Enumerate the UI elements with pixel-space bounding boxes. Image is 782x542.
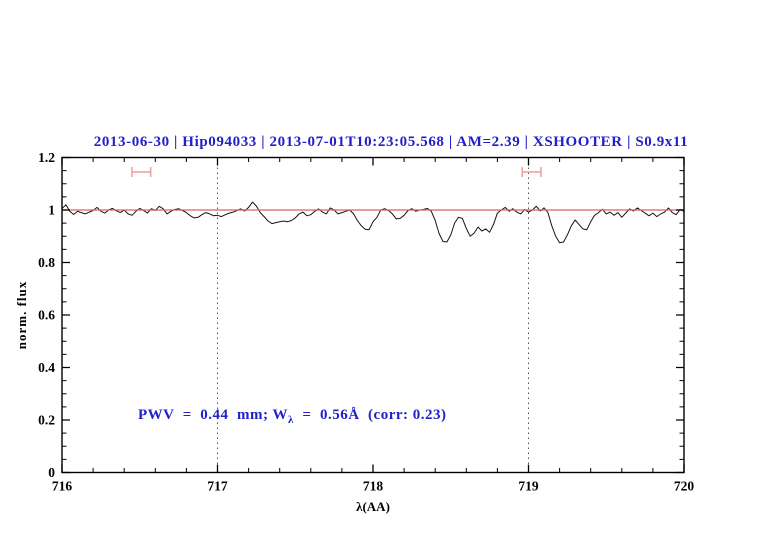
x-axis-label: λ(AA) — [356, 499, 390, 514]
y-tick-label: 0 — [48, 465, 55, 480]
x-tick-label: 720 — [674, 479, 695, 494]
band-range-marker — [521, 166, 542, 177]
spectrum-line — [61, 201, 685, 244]
y-tick-label: 0.6 — [38, 308, 55, 323]
minor-ticks — [62, 157, 684, 473]
pwv-annotation-suffix: = 0.56Å (corr: 0.23) — [293, 407, 447, 423]
y-tick-label: 0.8 — [38, 255, 55, 270]
x-tick-label: 718 — [363, 479, 384, 494]
x-tick-label: 716 — [52, 479, 73, 494]
y-tick-label: 1.2 — [38, 150, 55, 165]
y-tick-label: 0.4 — [38, 360, 55, 375]
x-tick-label: 719 — [518, 479, 539, 494]
pwv-annotation: PWV = 0.44 mm; Wλ = 0.56Å (corr: 0.23) — [138, 407, 447, 426]
band-range-marker — [131, 166, 152, 177]
pwv-annotation-subscript: λ — [288, 414, 294, 426]
y-axis-label: norm. flux — [14, 280, 29, 350]
plot-frame — [61, 156, 685, 474]
chart-title: 2013-06-30 | Hip094033 | 2013-07-01T10:2… — [93, 134, 689, 150]
pwv-annotation-prefix: PWV = 0.44 mm; W — [138, 407, 288, 423]
y-tick-label: 0.2 — [38, 413, 55, 428]
y-tick-label: 1 — [48, 203, 55, 218]
x-tick-label: 717 — [207, 479, 228, 494]
